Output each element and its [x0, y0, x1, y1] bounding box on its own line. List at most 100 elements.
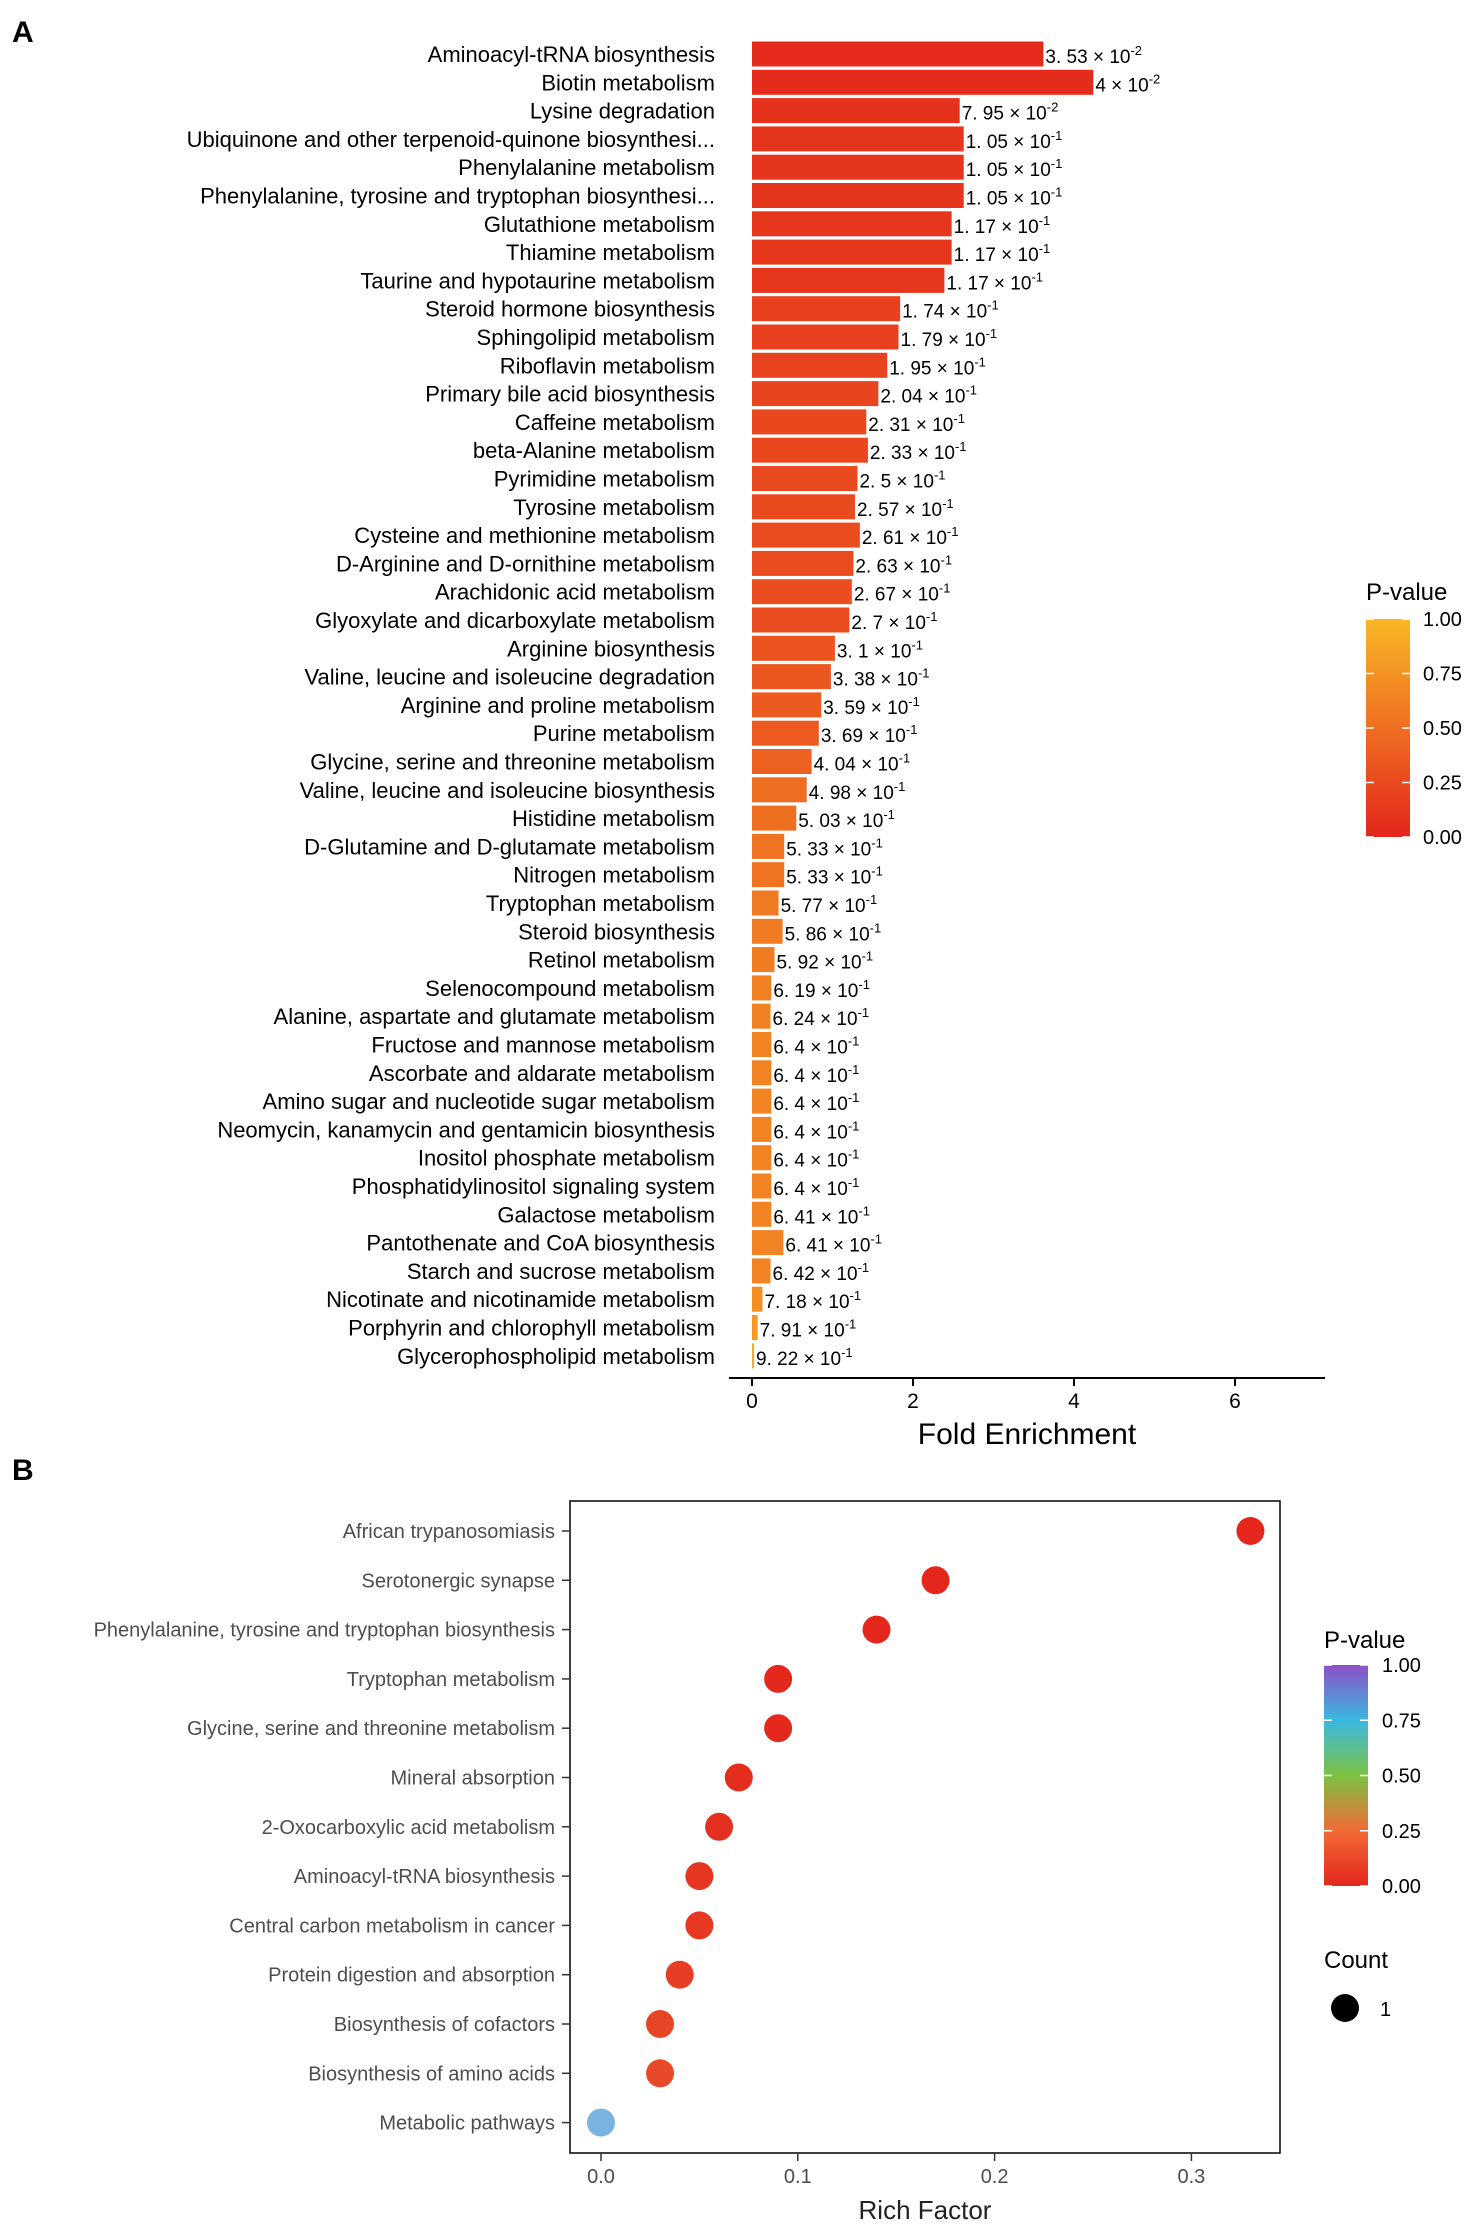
label-times: × 10 — [815, 1009, 858, 1030]
label-mantissa: 6. 4 — [773, 1151, 805, 1172]
bar-data-label: 2. 61 × 10-1 — [862, 524, 959, 549]
panel-b-label: B — [12, 1454, 34, 1487]
category-label: Selenocompound metabolism — [425, 976, 715, 1001]
bar-data-label: 5. 86 × 10-1 — [785, 920, 882, 945]
label-exponent: -1 — [866, 892, 878, 907]
bar-26 — [752, 777, 807, 803]
label-mantissa: 1. 17 — [954, 217, 996, 238]
label-exponent: -1 — [1051, 156, 1063, 171]
category-label: Ascorbate and aldarate metabolism — [369, 1061, 715, 1086]
bar-data-label: 7. 95 × 10-2 — [962, 100, 1059, 125]
bar-31 — [752, 918, 783, 944]
label-exponent: -1 — [862, 949, 874, 964]
point-6 — [705, 1812, 734, 1841]
bar-0 — [752, 41, 1044, 67]
bar-data-label: 4. 04 × 10-1 — [814, 751, 911, 776]
category-label: Arachidonic acid metabolism — [435, 580, 715, 605]
label-mantissa: 1. 05 — [966, 189, 1008, 210]
bar-15 — [752, 466, 858, 491]
label-times: × 10 — [828, 868, 871, 889]
label-times: × 10 — [891, 472, 934, 493]
legend-ticks: 1.00 0.75 0.50 0.25 0.00 — [1324, 1655, 1421, 1898]
category-label: beta-Alanine metabolism — [473, 438, 715, 463]
bar-data-label: 2. 04 × 10-1 — [880, 383, 977, 408]
bar-data-label: 4. 98 × 10-1 — [809, 779, 906, 804]
label-times: × 10 — [841, 811, 884, 832]
label-times: × 10 — [1008, 132, 1051, 153]
label-mantissa: 1. 17 — [946, 273, 988, 294]
label-exponent: -1 — [987, 298, 999, 313]
bar-8 — [752, 267, 945, 293]
legend-tick-label: 0.25 — [1382, 1821, 1421, 1843]
label-mantissa: 2. 63 — [855, 556, 897, 577]
bar-data-label: 6. 4 × 10-1 — [773, 1175, 859, 1200]
category-labels: African trypanosomiasis Serotonergic syna… — [94, 1521, 570, 2135]
label-mantissa: 3. 38 — [833, 670, 875, 691]
bar-1 — [752, 69, 1094, 95]
label-times: × 10 — [816, 1207, 859, 1228]
label-mantissa: 6. 4 — [773, 1122, 805, 1143]
legend-tick-label: 1.00 — [1382, 1655, 1421, 1677]
bar-data-label: 3. 1 × 10-1 — [837, 637, 923, 662]
bar-10 — [752, 324, 899, 350]
bar-7 — [752, 239, 952, 265]
label-times: × 10 — [807, 1292, 850, 1313]
label-times: × 10 — [869, 641, 912, 662]
label-exponent: -1 — [947, 524, 959, 539]
bar-23 — [752, 692, 822, 718]
label-times: × 10 — [911, 415, 954, 436]
category-label: Valine, leucine and isoleucine degradati… — [304, 665, 715, 690]
category-label: Primary bile acid biosynthesis — [425, 382, 715, 407]
category-label: Aminoacyl-tRNA biosynthesis — [294, 1866, 555, 1888]
bar-data-label: 1. 17 × 10-1 — [946, 269, 1043, 294]
category-label: Phenylalanine, tyrosine and tryptophan b… — [94, 1620, 555, 1642]
bar-20 — [752, 607, 850, 633]
category-label: Glycine, serine and threonine metabolism — [310, 750, 715, 775]
bar-data-label: 6. 4 × 10-1 — [773, 1090, 859, 1115]
bar-46 — [752, 1343, 754, 1369]
label-mantissa: 6. 41 — [773, 1207, 815, 1228]
category-label: Protein digestion and absorption — [268, 1965, 555, 1987]
category-label: Alanine, aspartate and glutamate metabol… — [274, 1004, 715, 1029]
category-label: Metabolic pathways — [379, 2113, 555, 2135]
bar-40 — [752, 1173, 772, 1199]
category-label: Galactose metabolism — [497, 1202, 715, 1227]
category-label: Nicotinate and nicotinamide metabolism — [326, 1287, 715, 1312]
category-label: Glutathione metabolism — [484, 212, 715, 237]
point-7 — [685, 1862, 714, 1891]
category-label: Phosphatidylinositol signaling system — [352, 1174, 715, 1199]
label-mantissa: 3. 53 — [1045, 47, 1087, 68]
x-axis-title: Fold Enrichment — [918, 1418, 1137, 1451]
label-times: × 10 — [865, 698, 908, 719]
point-0 — [1236, 1517, 1265, 1545]
bar-data-label: 1. 17 × 10-1 — [954, 213, 1051, 238]
label-mantissa: 6. 41 — [785, 1236, 827, 1257]
point-8 — [685, 1911, 714, 1940]
bar-35 — [752, 1032, 772, 1057]
bar-data-label: 4 × 10-2 — [1095, 71, 1160, 96]
category-label: Taurine and hypotaurine metabolism — [360, 268, 715, 293]
category-label: Tryptophan metabolism — [486, 891, 715, 916]
label-exponent: -1 — [953, 411, 965, 426]
category-label: Biotin metabolism — [541, 70, 715, 95]
category-label: Arginine and proline metabolism — [401, 693, 715, 718]
label-times: × 10 — [943, 330, 986, 351]
label-times: × 10 — [1004, 104, 1047, 125]
label-times: × 10 — [898, 556, 941, 577]
label-mantissa: 3. 69 — [821, 726, 863, 747]
category-label: Glyoxylate and dicarboxylate metabolism — [315, 608, 715, 633]
x-axis-title: Rich Factor — [859, 2195, 992, 2225]
label-mantissa: 4. 04 — [814, 755, 857, 776]
category-label: Pyrimidine metabolism — [494, 467, 715, 492]
label-mantissa: 3. 59 — [823, 698, 865, 719]
bar-data-label: 2. 31 × 10-1 — [868, 411, 965, 436]
category-label: Ubiquinone and other terpenoid-quinone b… — [187, 127, 715, 152]
label-exponent: -1 — [858, 1203, 870, 1218]
fold-enrichment-bar-chart: Aminoacyl-tRNA biosynthesis Biotin metabo… — [187, 41, 1462, 1451]
bar-17 — [752, 522, 860, 548]
point-12 — [587, 2108, 615, 2137]
label-mantissa: 2. 57 — [857, 500, 899, 521]
bar-data-label: 5. 77 × 10-1 — [781, 892, 878, 917]
category-label: Thiamine metabolism — [506, 240, 715, 265]
